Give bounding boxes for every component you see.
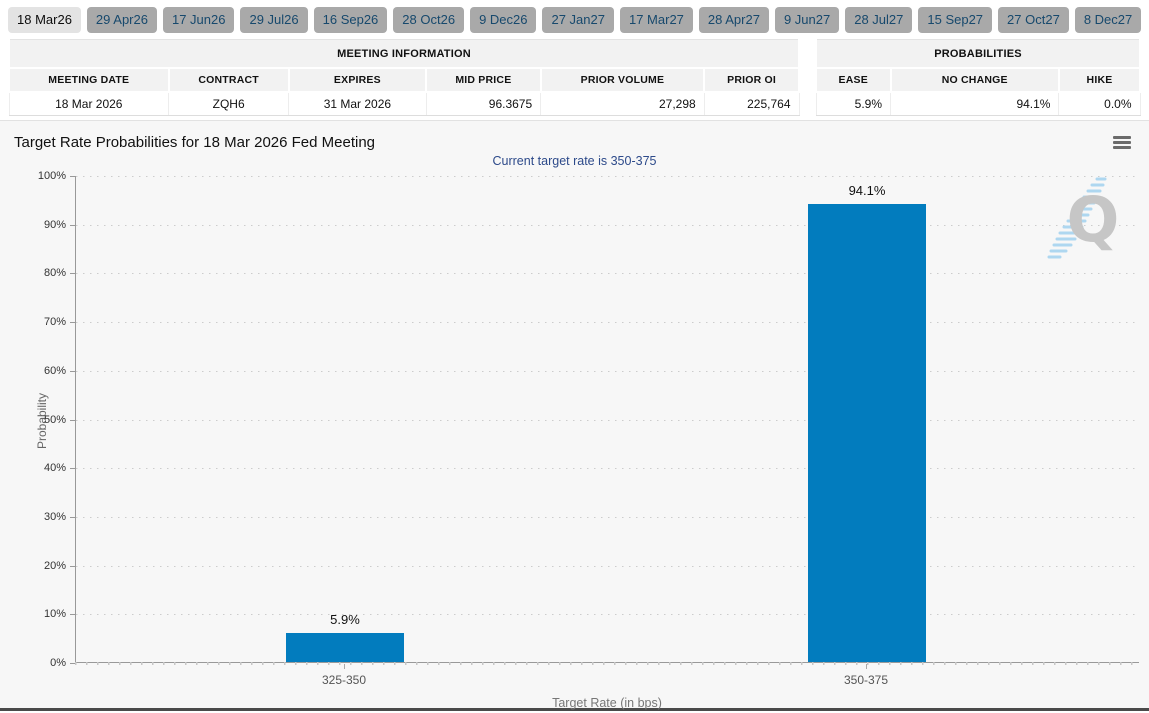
- y-axis-label: 0%: [50, 657, 66, 669]
- tab-27-jan27[interactable]: 27 Jan27: [542, 7, 614, 33]
- y-axis-tick: [70, 370, 75, 372]
- tab-29-jul26[interactable]: 29 Jul26: [240, 7, 308, 33]
- y-axis-label: 50%: [43, 413, 66, 426]
- chart-body: Probability 5.9% 94.1% Target Rate (in bp…: [0, 170, 1149, 711]
- y-axis-label: 10%: [43, 608, 66, 621]
- column-header-prior-oi: PRIOR OI: [703, 67, 800, 93]
- tab-28-apr27[interactable]: 28 Apr27: [698, 7, 769, 33]
- tab-17-jun26[interactable]: 17 Jun26: [162, 7, 235, 33]
- column-header-prior-volume: PRIOR VOLUME: [539, 67, 706, 93]
- y-axis-label: 80%: [43, 267, 66, 280]
- tab-16-sep26[interactable]: 16 Sep26: [313, 7, 388, 33]
- tab-9-dec26[interactable]: 9 Dec26: [470, 7, 537, 33]
- x-axis-category-label: 350-375: [843, 673, 889, 687]
- gridline: [76, 614, 1139, 616]
- gridline: [76, 419, 1139, 421]
- target-rate-chart-widget: Target Rate Probabilities for 18 Mar 202…: [0, 120, 1149, 711]
- tab-29-apr26[interactable]: 29 Apr26: [86, 7, 157, 33]
- gridline: [76, 224, 1139, 226]
- y-axis-tick: [70, 273, 75, 275]
- cell-no-change: 94.1%: [890, 91, 1060, 116]
- y-axis-label: 40%: [43, 462, 66, 475]
- plot-area: 5.9% 94.1%: [75, 176, 1139, 663]
- cell-prior-volume: 27,298: [540, 91, 705, 116]
- column-header-hike: HIKE: [1057, 67, 1142, 93]
- x-axis-tick: [344, 664, 345, 669]
- tab-9-jun27[interactable]: 9 Jun27: [774, 7, 840, 33]
- cell-prior-oi: 225,764: [703, 91, 800, 116]
- column-header-contract: CONTRACT: [167, 67, 290, 93]
- chart-header: Target Rate Probabilities for 18 Mar 202…: [0, 121, 1149, 153]
- column-header-ease: EASE: [815, 67, 892, 93]
- hamburger-menu-icon[interactable]: [1111, 134, 1133, 151]
- column-header-no-change: NO CHANGE: [889, 67, 1060, 93]
- cell-expires: 31 Mar 2026: [288, 91, 427, 116]
- cell-contract: ZQH6: [168, 91, 290, 116]
- meeting-information-table: MEETING INFORMATION MEETING DATE CONTRACT E…: [8, 39, 800, 116]
- tab-28-jul27[interactable]: 28 Jul27: [845, 7, 913, 33]
- table-title: MEETING INFORMATION: [8, 39, 800, 69]
- x-axis-minor-ticks: [75, 662, 1139, 665]
- tab-15-sep27[interactable]: 15 Sep27: [918, 7, 993, 33]
- table-title: PROBABILITIES: [815, 39, 1141, 69]
- bar-value-label: 94.1%: [848, 183, 886, 198]
- cell-meeting-date: 18 Mar 2026: [8, 91, 170, 116]
- table-row: 5.9% 94.1% 0.0%: [815, 91, 1141, 116]
- bar-325-350[interactable]: [286, 633, 404, 662]
- column-header-meeting-date: MEETING DATE: [8, 67, 170, 93]
- tab-17-mar27[interactable]: 17 Mar27: [619, 7, 693, 33]
- chart-title: Target Rate Probabilities for 18 Mar 202…: [14, 133, 376, 151]
- gridline: [76, 273, 1139, 275]
- cell-mid-price: 96.3675: [425, 91, 542, 116]
- y-axis-label: 20%: [43, 559, 66, 572]
- bar-value-label: 5.9%: [330, 612, 360, 627]
- gridline: [76, 468, 1139, 470]
- chart-subtitle: Current target rate is 350-375: [492, 154, 657, 168]
- gridline: [76, 516, 1139, 518]
- y-axis-label: 30%: [43, 510, 66, 523]
- x-axis-title: Target Rate (in bps): [552, 696, 662, 710]
- table-row: 18 Mar 2026 ZQH6 31 Mar 2026 96.3675 27,298 2…: [8, 91, 800, 116]
- tab-18-mar26[interactable]: 18 Mar26: [8, 7, 81, 33]
- y-axis-tick: [70, 516, 75, 518]
- y-axis-label: 60%: [43, 364, 66, 377]
- column-header-mid-price: MID PRICE: [425, 67, 542, 93]
- column-header-expires: EXPIRES: [287, 67, 428, 93]
- tab-28-oct26[interactable]: 28 Oct26: [393, 7, 465, 33]
- gridline: [76, 176, 1139, 177]
- gridline: [76, 565, 1139, 567]
- bar-350-375[interactable]: [808, 204, 926, 662]
- meeting-date-tab-bar: 18 Mar26 29 Apr26 17 Jun26 29 Jul26 16 Sep26…: [0, 0, 1149, 39]
- summary-tables-row: MEETING INFORMATION MEETING DATE CONTRACT E…: [8, 39, 1142, 116]
- y-axis-tick: [70, 468, 75, 470]
- tab-8-dec27[interactable]: 8 Dec27: [1074, 7, 1142, 33]
- cell-hike: 0.0%: [1058, 91, 1141, 116]
- y-axis-label: 90%: [43, 218, 66, 231]
- y-axis-tick: [70, 322, 75, 324]
- gridline: [76, 322, 1139, 324]
- x-axis-category-label: 325-350: [321, 673, 367, 687]
- cell-ease: 5.9%: [815, 91, 892, 116]
- y-axis-label: 70%: [43, 316, 66, 329]
- y-axis-tick: [70, 176, 75, 177]
- y-axis-tick: [70, 419, 75, 421]
- x-axis-tick: [866, 664, 867, 669]
- y-axis-tick: [70, 614, 75, 616]
- y-axis-tick: [70, 224, 75, 226]
- probabilities-table: PROBABILITIES EASE NO CHANGE HIKE 5.9% 94.1% 0…: [815, 39, 1142, 116]
- tab-27-oct27[interactable]: 27 Oct27: [998, 7, 1069, 33]
- y-axis-label: 100%: [37, 170, 66, 182]
- gridline: [76, 370, 1139, 372]
- y-axis-tick: [70, 565, 75, 567]
- y-axis-tick: [70, 663, 75, 664]
